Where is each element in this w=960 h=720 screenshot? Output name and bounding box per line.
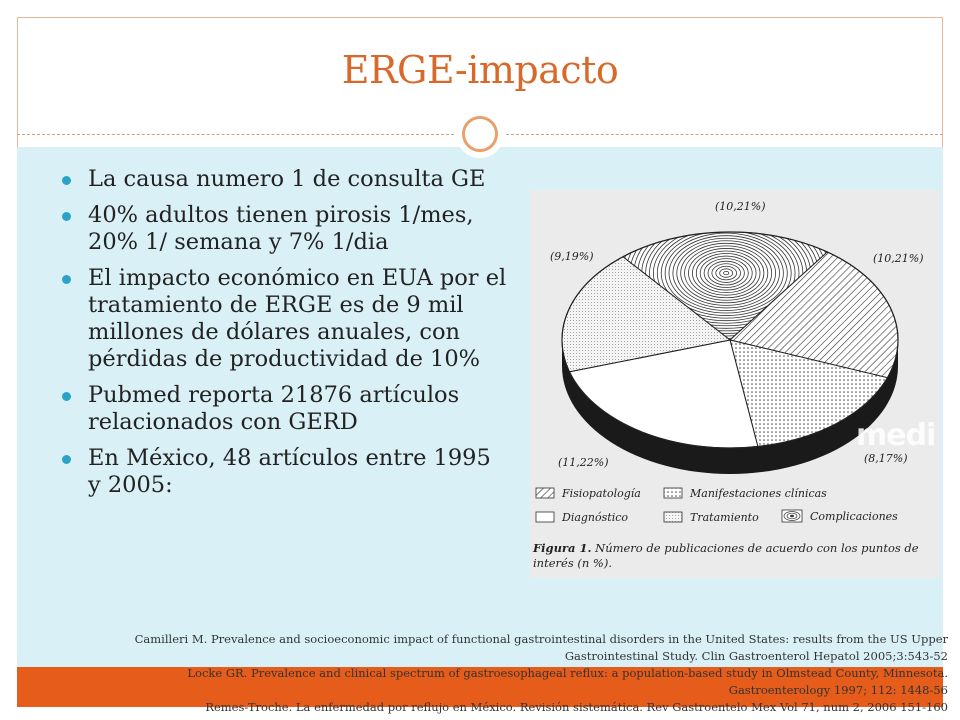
bullet-item: La causa numero 1 de consulta GE [60,166,510,193]
caption-label: Figura 1. [533,541,592,555]
reference-line: Gastroenterology 1997; 112: 1448-56 [728,683,948,697]
bullet-text: En México, 48 artículos entre 1995 y 200… [88,445,491,498]
bullet-text: La causa numero 1 de consulta GE [88,166,486,192]
slice-label-complicaciones: (10,21%) [715,200,766,213]
slide-title: ERGE-impacto [341,48,619,92]
bullet-item: 40% adultos tienen pirosis 1/mes, 20% 1/… [60,202,510,256]
legend-label-fisiopatologia: Fisiopatología [561,487,641,500]
caption-text: Número de publicaciones de acuerdo con l… [533,541,919,570]
watermark-text: medi [856,418,936,453]
references: Camilleri M. Prevalence and socioeconomi… [18,631,948,716]
bullet-item: El impacto económico en EUA por el trata… [60,265,510,373]
legend-swatch-tratamiento [663,511,683,523]
bullet-item: En México, 48 artículos entre 1995 y 200… [60,445,510,499]
bullet-dot-icon [62,212,71,221]
legend-label-complicaciones: Complicaciones [810,510,898,523]
bullet-item: Pubmed reporta 21876 artículos relaciona… [60,382,510,436]
reference-line: Locke GR. Prevalence and clinical spectr… [187,666,948,680]
legend-label-diagnostico: Diagnóstico [561,511,628,524]
reference-line: Remes-Troche. La enfermedad por reflujo … [205,700,948,714]
slice-label-fisiopatologia: (10,21%) [873,252,924,265]
bullet-dot-icon [62,176,71,185]
bullet-dot-icon [62,275,71,284]
legend-label-manifestaciones: Manifestaciones clínicas [689,487,827,500]
chart-legend: Fisiopatología Manifestaciones clínicas … [535,487,898,524]
bullet-dot-icon [62,455,71,464]
bullet-text: 40% adultos tienen pirosis 1/mes, 20% 1/… [88,202,474,255]
pie-chart: (10,21%) (10,21%) (8,17%) (11,22%) (9,19… [535,200,924,524]
legend-swatch-manifestaciones [663,487,683,499]
legend-swatch-complicaciones [781,509,803,523]
bullet-text: El impacto económico en EUA por el trata… [88,265,507,372]
slice-label-manifestaciones: (8,17%) [864,452,908,465]
bullet-list: La causa numero 1 de consulta GE 40% adu… [60,166,510,508]
bullet-text: Pubmed reporta 21876 artículos relaciona… [88,382,460,435]
figure-caption: Figura 1. Número de publicaciones de acu… [533,541,935,571]
pie-outline [561,231,899,449]
legend-swatch-fisiopatologia [535,487,555,499]
pie-figure: (10,21%) (10,21%) (8,17%) (11,22%) (9,19… [530,190,940,578]
legend-label-tratamiento: Tratamiento [690,511,759,524]
reference-line: Camilleri M. Prevalence and socioeconomi… [134,632,948,646]
bullet-dot-icon [62,392,71,401]
footer-band [17,667,943,707]
divider-ornament-icon [456,110,504,158]
legend-swatch-diagnostico [535,511,555,523]
slice-label-tratamiento: (9,19%) [550,250,594,263]
slice-label-diagnostico: (11,22%) [558,456,609,469]
reference-line: Gastrointestinal Study. Clin Gastroenter… [564,649,948,663]
